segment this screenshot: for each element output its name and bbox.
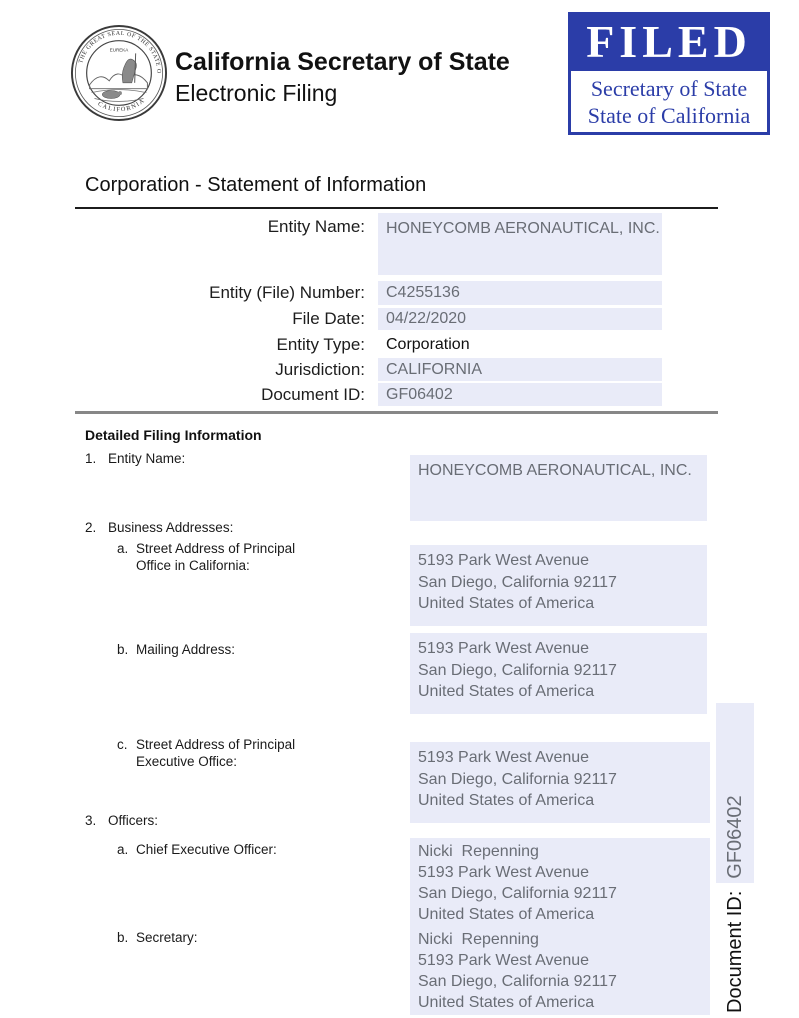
- item3b-number: b.: [117, 930, 129, 945]
- document-title: Corporation - Statement of Information: [85, 174, 427, 196]
- filed-stamp-subtext: Secretary of State State of California: [571, 71, 767, 129]
- item3a-value-box: Nicki Repenning 5193 Park West Avenue Sa…: [410, 838, 710, 927]
- document-id-value: GF06402: [378, 383, 662, 406]
- entity-name-value: HONEYCOMB AERONAUTICAL, INC.: [378, 213, 662, 275]
- address-line: 5193 Park West Avenue: [418, 864, 590, 881]
- entity-file-number-value: C4255136: [378, 281, 662, 305]
- vertical-document-id-value: GF06402: [716, 703, 754, 883]
- jurisdiction-label: Jurisdiction:: [275, 360, 365, 379]
- item3a-label: Chief Executive Officer:: [136, 842, 277, 857]
- address-line: United States of America: [418, 595, 595, 612]
- item2c-label: Street Address of Principal Executive Of…: [136, 737, 296, 769]
- entity-name-detail-value: HONEYCOMB AERONAUTICAL, INC.: [418, 462, 692, 479]
- item3-label: Officers:: [108, 813, 159, 828]
- filing-type-subtitle: Electronic Filing: [175, 80, 338, 106]
- filed-stamp-line2: Secretary of State: [590, 76, 748, 101]
- item3-number: 3.: [85, 813, 97, 828]
- file-date-label: File Date:: [292, 309, 365, 328]
- item1-value-box: HONEYCOMB AERONAUTICAL, INC.: [410, 455, 707, 521]
- filed-stamp-line3: State of California: [587, 103, 751, 128]
- great-seal-of-california-icon: THE GREAT SEAL OF THE STATE OF CALIFORNI…: [70, 24, 168, 122]
- address-line: San Diego, California 92117: [418, 770, 617, 788]
- address-line: 5193 Park West Avenue: [418, 552, 590, 569]
- address-line: San Diego, California 92117: [418, 973, 617, 990]
- entity-type-value: Corporation: [386, 336, 470, 353]
- vertical-document-id: Document ID: GF06402: [716, 703, 754, 1013]
- item2b-label: Mailing Address:: [136, 642, 236, 657]
- item2a-number: a.: [117, 541, 129, 556]
- agency-title: California Secretary of State: [175, 48, 510, 76]
- address-line: 5193 Park West Avenue: [418, 952, 590, 969]
- summary-divider: [75, 411, 718, 414]
- item3a-number: a.: [117, 842, 129, 857]
- item2b-number: b.: [117, 642, 129, 657]
- detailed-filing-heading: Detailed Filing Information: [85, 427, 262, 443]
- header-title-block: California Secretary of State Electronic…: [175, 46, 510, 108]
- address-line: United States of America: [418, 906, 595, 923]
- entity-type-label: Entity Type:: [276, 335, 365, 354]
- item2c-number: c.: [117, 737, 128, 752]
- address-line: United States of America: [418, 683, 595, 700]
- filed-stamp-text: FILED: [571, 15, 767, 71]
- item2-label: Business Addresses:: [108, 520, 234, 535]
- officer-name: Nicki Repenning: [418, 843, 539, 860]
- address-line: 5193 Park West Avenue: [418, 749, 590, 766]
- item1-number: 1.: [85, 451, 97, 466]
- item2-number: 2.: [85, 520, 97, 535]
- item1-label: Entity Name:: [108, 451, 186, 466]
- item2b-value-box: 5193 Park West Avenue San Diego, Califor…: [410, 633, 707, 714]
- entity-file-number-label: Entity (File) Number:: [209, 283, 365, 302]
- address-line: San Diego, California 92117: [418, 661, 617, 679]
- address-line: United States of America: [418, 792, 595, 809]
- file-date-value: 04/22/2020: [378, 308, 662, 330]
- officer-name: Nicki Repenning: [418, 931, 539, 948]
- address-line: San Diego, California 92117: [418, 573, 617, 591]
- filed-stamp: FILED Secretary of State State of Califo…: [568, 12, 770, 135]
- item2a-value-box: 5193 Park West Avenue San Diego, Califor…: [410, 545, 707, 626]
- item2c-value-box: 5193 Park West Avenue San Diego, Califor…: [410, 742, 710, 823]
- item2a-label: Street Address of Principal Office in Ca…: [136, 541, 296, 573]
- vertical-document-id-label: Document ID:: [724, 890, 746, 1013]
- title-divider: [75, 207, 718, 209]
- seal-motto: EUREKA: [110, 47, 129, 52]
- jurisdiction-value: CALIFORNIA: [378, 358, 662, 381]
- document-id-label: Document ID:: [261, 385, 365, 404]
- address-line: 5193 Park West Avenue: [418, 640, 590, 657]
- entity-name-label: Entity Name:: [267, 217, 365, 236]
- address-line: United States of America: [418, 994, 595, 1011]
- address-line: San Diego, California 92117: [418, 885, 617, 902]
- item3b-value-box: Nicki Repenning 5193 Park West Avenue Sa…: [410, 926, 710, 1015]
- item3b-label: Secretary:: [136, 930, 198, 945]
